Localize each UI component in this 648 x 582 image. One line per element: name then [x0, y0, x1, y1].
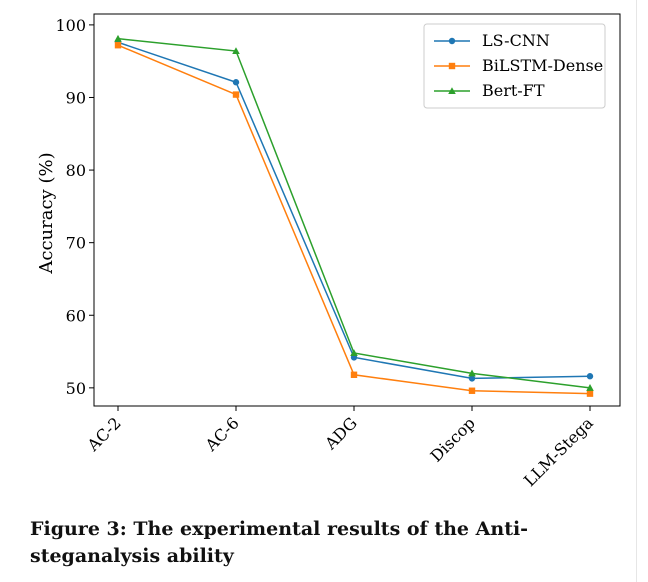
y-axis-label: Accuracy (%) [36, 152, 57, 274]
data-point-bilstm-dense [468, 387, 476, 394]
legend-marker-ls-cnn [448, 37, 456, 45]
page-edge-rule [636, 0, 637, 582]
data-point-bert-ft [350, 349, 358, 357]
legend-marker-bert-ft [448, 87, 456, 95]
data-point-ls-cnn [232, 79, 240, 86]
y-tick-label: 80 [66, 161, 86, 180]
x-tick-label: ADG [320, 413, 360, 453]
legend-marker-bilstm-dense [448, 62, 456, 70]
y-tick-label: 100 [55, 16, 86, 35]
data-point-bilstm-dense [114, 42, 122, 49]
data-point-bilstm-dense [232, 91, 240, 98]
y-tick-label: 90 [66, 88, 86, 107]
x-tick-label: AC-6 [201, 413, 243, 455]
legend-label-bert-ft: Bert-FT [482, 81, 545, 100]
data-point-bilstm-dense [350, 371, 358, 378]
x-tick-label: Discop [427, 413, 479, 465]
data-point-ls-cnn [586, 373, 594, 380]
legend-label-ls-cnn: LS-CNN [482, 31, 550, 50]
data-point-bert-ft [586, 384, 594, 391]
data-point-bilstm-dense [586, 390, 594, 397]
x-tick-label: LLM-Stega [520, 413, 597, 490]
axes-frame [93, 13, 621, 407]
legend-label-bilstm-dense: BiLSTM-Dense [482, 56, 603, 75]
line-chart: 50 60 70 80 90 100 AC-2 AC-6 ADG Discop LLM-Stega L… [36, 13, 621, 490]
data-point-bert-ft [114, 34, 122, 42]
figure-caption: Figure 3: The experimental results of th… [30, 518, 529, 567]
data-point-bert-ft [468, 369, 476, 377]
y-tick-label: 50 [66, 379, 86, 398]
x-tick-label: AC-2 [83, 413, 125, 455]
legend-box [423, 23, 606, 109]
data-point-bert-ft [232, 47, 240, 55]
y-tick-label: 60 [66, 306, 86, 325]
plot-area: 50 60 70 80 90 100 AC-2 AC-6 ADG Discop LLM-Stega L… [55, 13, 621, 490]
y-tick-label: 70 [66, 234, 86, 253]
data-point-ls-cnn [468, 375, 476, 382]
